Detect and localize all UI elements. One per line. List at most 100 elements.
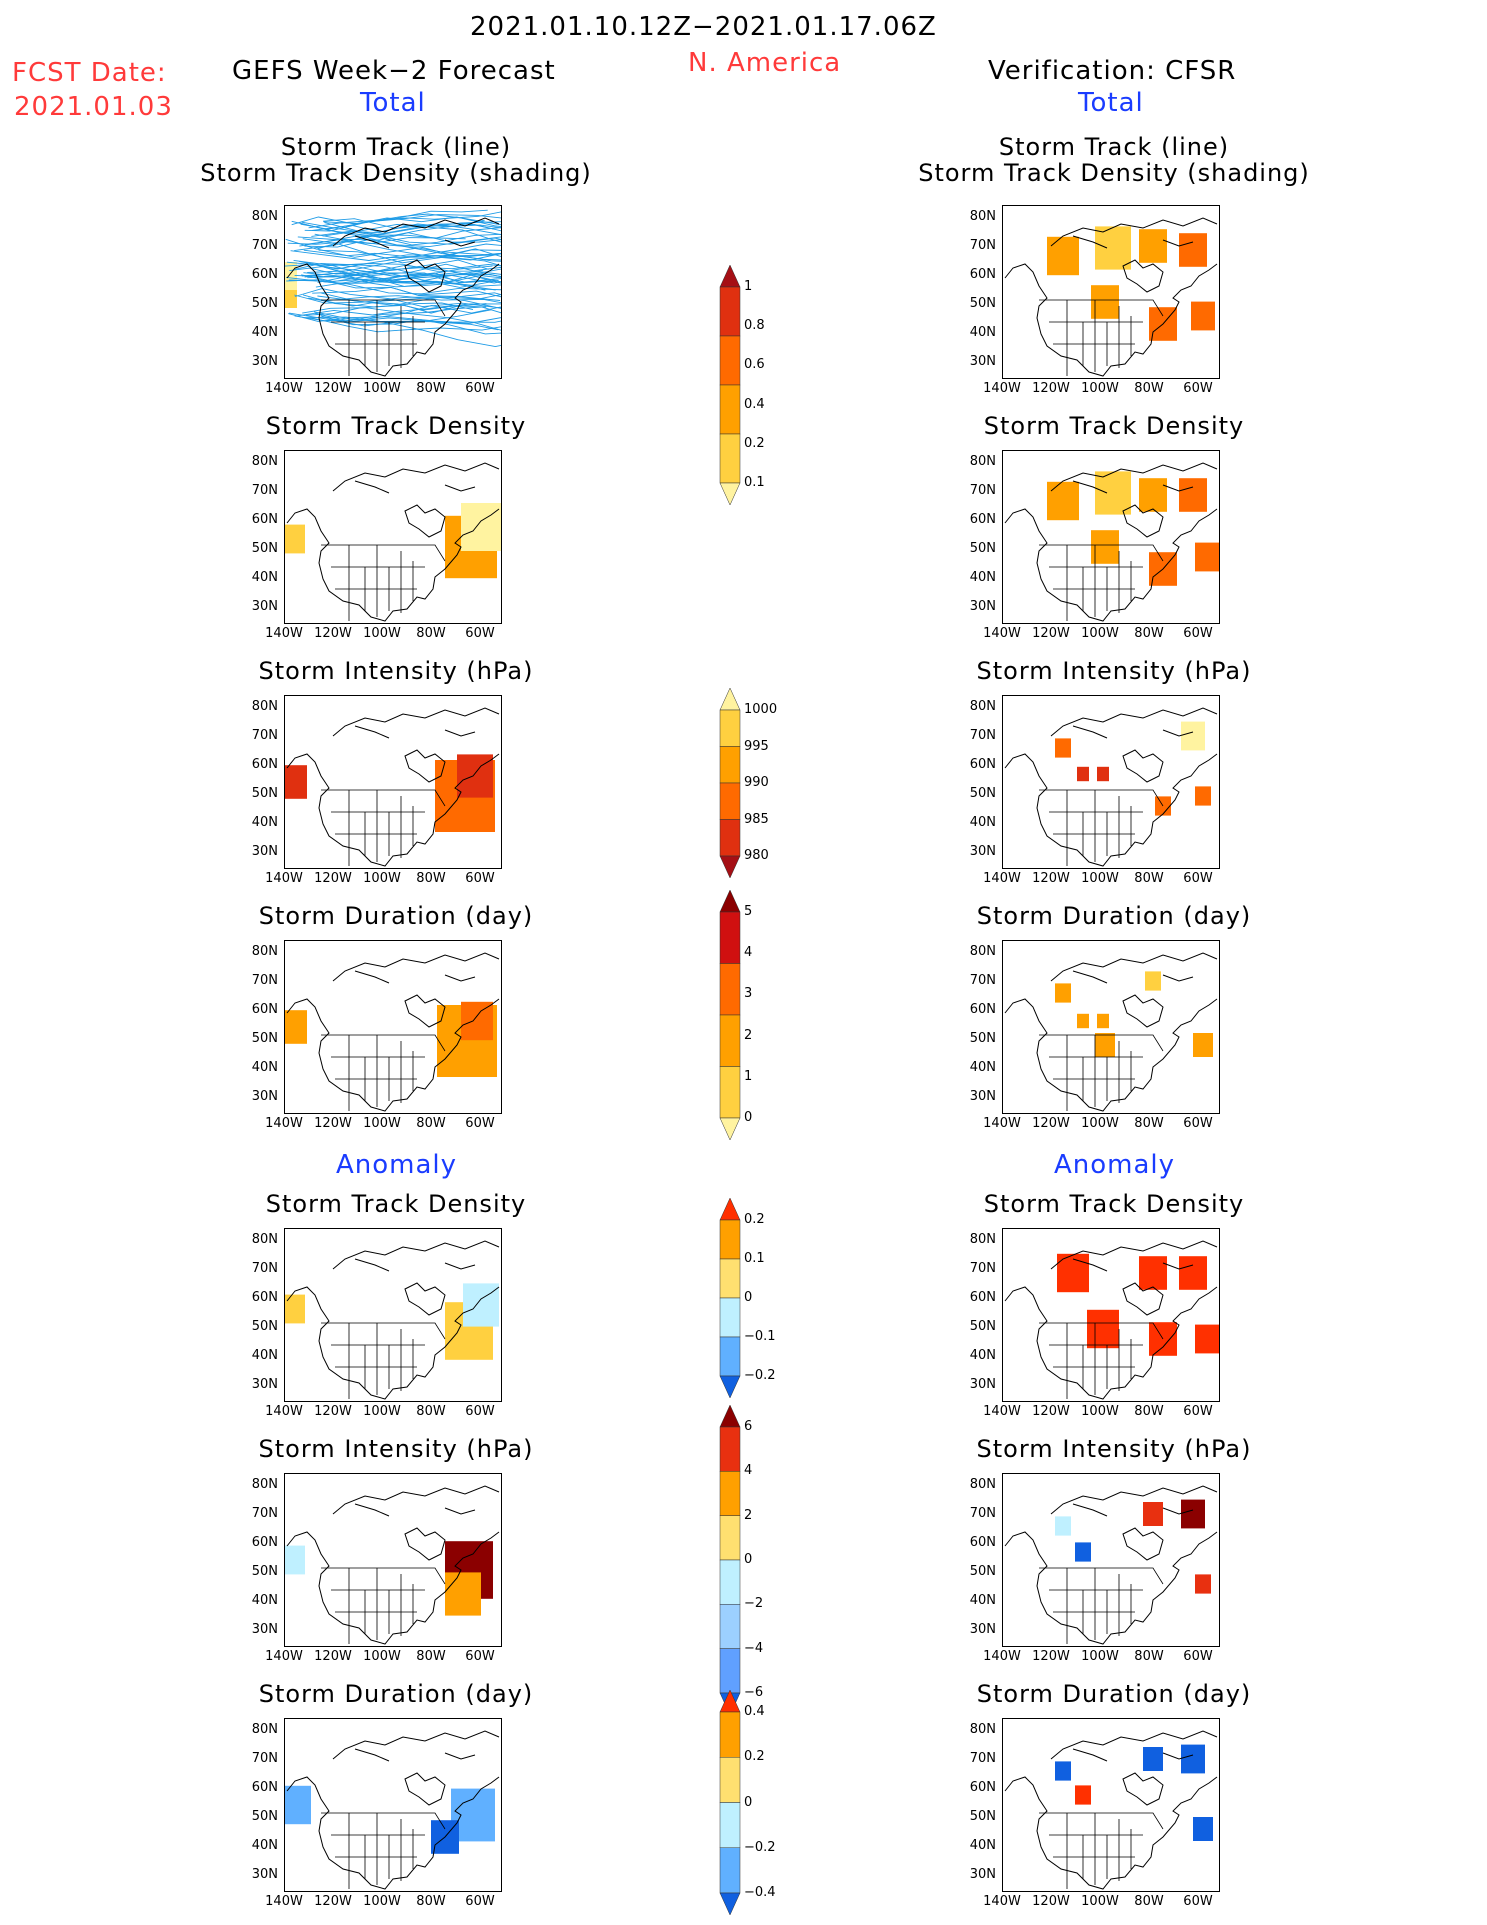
shade-cell — [1145, 971, 1161, 991]
shade-cell — [1047, 481, 1079, 521]
coastline — [286, 1776, 500, 1890]
colorbar-label: 990 — [744, 775, 769, 790]
lon-label: 100W — [363, 626, 401, 641]
lat-label: 60N — [251, 1535, 278, 1550]
colorbar-label: 2 — [744, 1507, 753, 1523]
colorbar-anom-density — [718, 1197, 742, 1399]
shade-cell — [1195, 542, 1219, 572]
lon-label: 80W — [416, 1894, 446, 1909]
storm-track-line — [308, 211, 501, 229]
forecast-map-total-intensity — [284, 695, 502, 869]
lon-label: 80W — [1134, 626, 1164, 641]
lat-label: 30N — [251, 844, 278, 859]
coastline — [286, 508, 500, 622]
lat-label: 30N — [969, 599, 996, 614]
lon-label: 100W — [363, 871, 401, 886]
colorbar-label: −0.2 — [744, 1368, 776, 1383]
colorbar-label: −0.1 — [744, 1329, 776, 1344]
lon-label: 140W — [983, 381, 1021, 396]
lon-label: 100W — [1081, 1404, 1119, 1419]
colorbar-label: 0.2 — [744, 435, 765, 451]
state-borders — [321, 1567, 446, 1644]
forecast-map-anomaly-intensity — [284, 1473, 502, 1647]
storm-track-line — [300, 214, 501, 230]
lon-label: 120W — [314, 381, 352, 396]
lat-label: 50N — [251, 296, 278, 311]
coastline — [1004, 508, 1218, 622]
lat-label: 70N — [251, 238, 278, 253]
colorbar-segment — [719, 1802, 741, 1848]
shade-cell — [445, 1572, 481, 1616]
lon-label: 80W — [416, 381, 446, 396]
lat-label: 50N — [251, 786, 278, 801]
colorbar-label: −2 — [744, 1596, 764, 1612]
lon-label: 80W — [416, 626, 446, 641]
shade-cell — [285, 1785, 311, 1825]
colorbar-label: −0.2 — [744, 1839, 776, 1855]
fcst-date-value: 2021.01.03 — [14, 92, 173, 122]
lat-label: 30N — [969, 1867, 996, 1882]
lat-label: 80N — [969, 1477, 996, 1492]
forecast-anomaly-label: Anomaly — [336, 1150, 458, 1180]
shade-cell — [461, 503, 501, 551]
lat-label: 70N — [251, 1261, 278, 1276]
lon-label: 60W — [465, 871, 495, 886]
storm-track-line — [316, 246, 501, 262]
colorbar-arrow-top — [719, 1404, 741, 1428]
lon-label: 140W — [265, 1649, 303, 1664]
lat-label: 30N — [251, 1622, 278, 1637]
lat-label: 50N — [251, 1564, 278, 1579]
colorbar-segment — [719, 335, 741, 386]
lat-label: 80N — [969, 699, 996, 714]
colorbar-segment — [719, 1066, 741, 1119]
colorbar-segment — [719, 1515, 741, 1561]
lat-label: 50N — [969, 786, 996, 801]
lat-label: 60N — [969, 1535, 996, 1550]
lat-label: 30N — [969, 844, 996, 859]
lon-label: 60W — [1183, 1894, 1213, 1909]
lon-label: 80W — [1134, 381, 1164, 396]
storm-track-line — [323, 295, 501, 304]
lon-label: 120W — [1032, 1116, 1070, 1131]
lat-label: 80N — [251, 454, 278, 469]
forecast-title-anomaly-duration: Storm Duration (day) — [258, 1680, 534, 1708]
colorbar-segment — [719, 746, 741, 784]
coastline — [286, 1531, 500, 1645]
colorbar-segment — [719, 963, 741, 1016]
colorbar-segment — [719, 819, 741, 857]
lat-label: 70N — [969, 728, 996, 743]
colorbar-segment — [719, 1426, 741, 1472]
colorbar-label: 4 — [744, 945, 753, 961]
colorbar-segment — [719, 782, 741, 820]
colorbar-arrow-top — [719, 889, 741, 913]
arctic-islands — [332, 1485, 500, 1561]
lat-label: 80N — [251, 944, 278, 959]
lat-label: 30N — [969, 1622, 996, 1637]
lon-label: 120W — [1032, 626, 1070, 641]
state-borders — [321, 789, 446, 866]
lon-label: 120W — [1032, 1649, 1070, 1664]
lon-label: 60W — [1183, 1116, 1213, 1131]
shade-cell — [1195, 1574, 1211, 1594]
lon-label: 80W — [1134, 1894, 1164, 1909]
lon-label: 60W — [465, 1894, 495, 1909]
colorbar-segment — [719, 911, 741, 964]
lat-label: 80N — [969, 1722, 996, 1737]
storm-track-line — [324, 222, 501, 243]
shade-cell — [1193, 1033, 1213, 1057]
forecast-title: GEFS Week−2 Forecast — [232, 56, 556, 86]
lon-label: 80W — [416, 1649, 446, 1664]
colorbar-segment — [719, 1336, 741, 1377]
colorbar-arrow-bottom — [719, 482, 741, 506]
colorbar-arrow-bottom — [719, 1375, 741, 1399]
forecast-map-anomaly-density — [284, 1228, 502, 1402]
state-borders — [1039, 1322, 1164, 1399]
colorbar-label: 0.2 — [744, 1212, 765, 1227]
lat-label: 40N — [251, 325, 278, 340]
lon-label: 140W — [983, 626, 1021, 641]
shade-cell — [463, 1283, 499, 1327]
forecast-map-total-density — [284, 205, 502, 379]
colorbar-label: −6 — [744, 1685, 764, 1700]
lon-label: 140W — [265, 871, 303, 886]
lon-label: 120W — [314, 1649, 352, 1664]
